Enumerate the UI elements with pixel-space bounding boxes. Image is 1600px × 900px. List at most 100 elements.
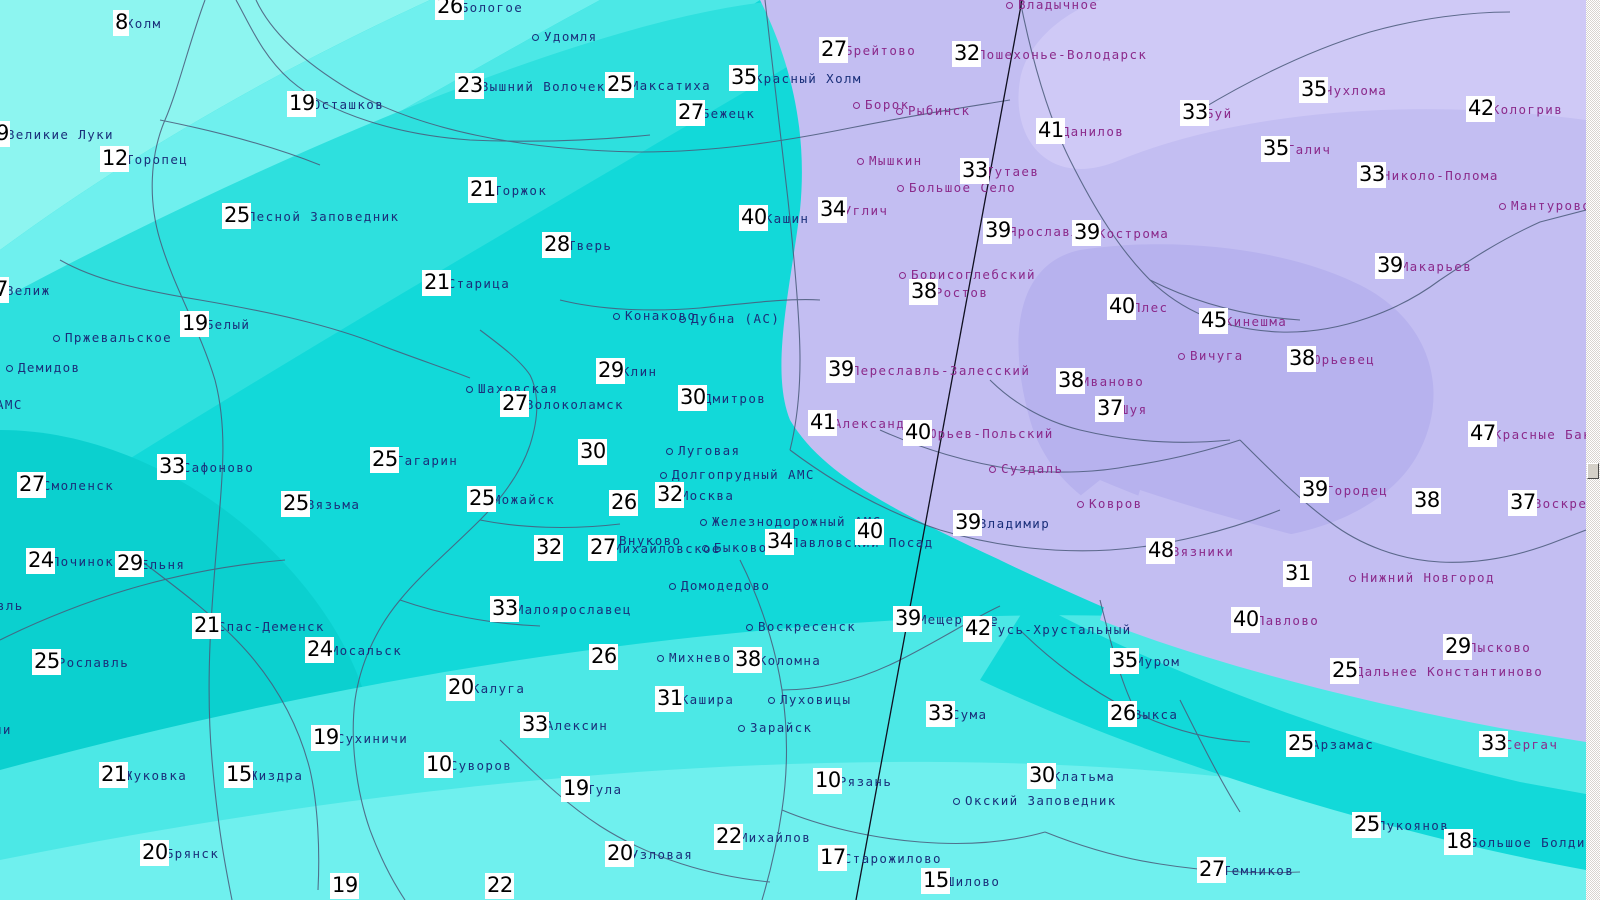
station-label[interactable]: 39 Кострома [1072,220,1169,246]
city-marker[interactable]: Мантурово [1499,199,1586,213]
station-label[interactable]: 9 Великие Луки [0,121,114,147]
station-label[interactable]: 8 Холм [113,10,162,36]
station-label[interactable]: 37Воскресенское [1508,490,1586,516]
station-label[interactable]: 33 Николо-Полома [1357,162,1499,188]
city-marker[interactable]: Конаково [613,309,696,323]
station-label[interactable]: 25 Дальнее Константиново [1330,658,1543,684]
station-label[interactable]: 32 Пошехонье-Володарск [952,41,1147,67]
station-label[interactable]: 15 Жиздра [224,762,303,788]
city-marker[interactable]: Мышкин [857,154,923,168]
city-marker[interactable]: Воскресенск [746,620,856,634]
station-label[interactable]: 27 Темников [1197,857,1294,883]
station-label[interactable]: 10 Рязань [813,768,892,794]
station-label[interactable]: 25 Можайск [467,486,555,512]
station-label[interactable]: 32 Москва [655,482,734,508]
station-label[interactable]: 25 Максатиха [605,72,711,98]
city-marker[interactable]: Дубна (АС) [679,312,780,326]
station-label[interactable]: 20 Брянск [140,840,219,866]
city-marker[interactable]: Шаховская [466,382,558,396]
station-label[interactable]: 26 [609,490,638,516]
station-label[interactable]: 38 Юрьевец [1287,346,1375,372]
city-marker[interactable]: Домодедово [669,579,770,593]
station-label[interactable]: 33 Малоярославец [490,596,632,622]
station-label[interactable]: 27 Волоколамск [500,391,624,417]
city-marker[interactable]: Пржевальское [53,331,172,345]
station-label[interactable]: 22 Михайлов [714,824,811,850]
station-label[interactable]: 19 Осташков [287,91,384,117]
station-label[interactable]: 27 Брейтово [819,37,916,63]
station-label[interactable]: 32 [534,535,563,561]
station-label[interactable]: 34 Павловский Посад [765,529,934,555]
city-marker[interactable]: Большое Село [897,181,1016,195]
station-label[interactable]: 42 Гусь-Хрустальный [963,616,1132,642]
station-label[interactable]: 29 Лысково [1443,634,1531,660]
station-label[interactable]: 31 Кашира [655,686,734,712]
station-label[interactable]: 21 Старица [422,270,510,296]
station-label[interactable]: 28 Тверь [542,232,612,258]
station-label[interactable]: 37 Шуя [1095,396,1148,422]
city-marker[interactable]: Михнево [657,651,731,665]
station-label[interactable]: 24 Мосальск [305,637,402,663]
station-label[interactable]: 33 Тутаев [960,158,1039,184]
vertical-scrollbar[interactable] [1586,0,1600,900]
station-label[interactable]: 38 Ростов [909,279,988,305]
station-label[interactable]: 40 Плес [1107,294,1168,320]
station-label[interactable]: 35 Красный Холм [729,65,862,91]
station-label[interactable]: 45 Кинешма [1199,308,1287,334]
station-label[interactable]: 48 Вязники [1146,538,1234,564]
station-label[interactable]: 33 Сергач [1479,731,1558,757]
station-label[interactable]: 33 Буй [1180,100,1233,126]
station-label[interactable]: 19 Белый [180,311,250,337]
city-marker[interactable]: Суздаль [989,462,1063,476]
station-label[interactable]: 25 Рославль [32,649,129,675]
station-label[interactable]: 39 Ярославль [983,218,1089,244]
station-label[interactable]: 38 Иваново [1056,368,1144,394]
station-label[interactable]: 19 [330,873,359,899]
city-marker[interactable]: Ковров [1077,497,1143,511]
city-marker[interactable]: Рыбинск [896,104,970,118]
station-label[interactable]: 35 Муром [1110,648,1180,674]
station-label[interactable]: 25 Вязьма [281,491,360,517]
station-label[interactable]: 29 Клин [596,358,657,384]
station-label[interactable]: 23 Вышний Волочек [455,73,606,99]
station-label[interactable]: 27 Бежецк [676,100,755,126]
station-label[interactable]: 7 Велиж [0,277,51,303]
station-label[interactable]: 40 [855,519,884,545]
station-label[interactable]: 21 Торжок [468,177,547,203]
station-label[interactable]: 30 Клатьма [1027,763,1115,789]
city-marker[interactable]: Луховицы [768,693,851,707]
station-label[interactable]: 39 Макарьев [1375,253,1472,279]
city-marker[interactable]: Владычное [1006,0,1098,12]
station-label[interactable]: 35 Чухлома [1299,77,1387,103]
station-label[interactable]: 38 Коломна [733,647,821,673]
station-label[interactable]: 24 Починок [26,548,114,574]
station-label[interactable]: 35 Галич [1261,136,1331,162]
station-label[interactable]: 40 Павлово [1231,607,1319,633]
scrollbar-thumb[interactable] [1587,463,1599,479]
city-marker[interactable]: Луговая [666,444,740,458]
station-label[interactable]: 15 Шилово [921,868,1000,894]
city-marker[interactable]: Вичуга [1178,349,1244,363]
station-label[interactable]: 21 Спас-Деменск [192,613,325,639]
station-label[interactable]: 25 Арзамас [1286,731,1374,757]
station-label[interactable]: 22 [485,873,514,899]
station-label[interactable]: 33 Алексин [520,712,608,738]
city-marker[interactable]: Удомля [532,30,598,44]
station-label[interactable]: 33 Сума [926,701,987,727]
station-label[interactable]: 19 Сухиничи [311,725,408,751]
city-marker[interactable]: Демидов [6,361,80,375]
station-label[interactable]: 25 Лесной Заповедник [222,203,399,229]
station-label[interactable]: 30 [578,439,607,465]
city-marker[interactable]: Зарайск [738,721,812,735]
station-label[interactable]: 17 Старожилово [818,845,942,871]
city-marker[interactable]: Быково [702,541,768,555]
city-marker[interactable]: Окский Заповедник [953,794,1117,808]
station-label[interactable]: 31 [1283,561,1312,587]
station-label[interactable]: 25 Гагарин [370,447,458,473]
station-label[interactable]: 27 Смоленск [17,472,114,498]
station-label[interactable]: 38 [1412,488,1441,514]
station-label[interactable]: 12 Торопец [100,146,188,172]
